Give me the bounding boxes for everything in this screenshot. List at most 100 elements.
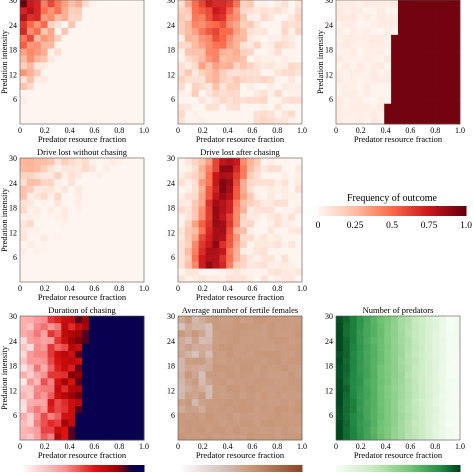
heatmap-cell [398,96,406,104]
heatmap-cell [54,213,62,221]
heatmap-cell [102,433,110,441]
heatmap-cell [233,220,241,228]
heatmap-cell [384,41,392,49]
heatmap-cell [274,405,282,413]
heatmap-cell [260,329,268,338]
heatmap-cell [398,419,406,427]
heatmap-cell [342,0,351,8]
heatmap-cell [191,364,200,372]
heatmap-cell [240,240,248,248]
heatmap-cell [439,0,447,8]
heatmap-cell [370,34,378,42]
colorbar-cell [108,465,112,472]
colorbar-cell [391,465,395,472]
heatmap-cell [411,96,420,104]
heatmap-cell [20,357,28,365]
heatmap-cell [233,89,241,97]
heatmap-cell [267,13,275,22]
heatmap-cell [240,41,248,49]
heatmap-cell [288,82,296,90]
heatmap-cell [26,96,35,104]
heatmap-cell [219,6,227,15]
y-tick-label: 24 [325,21,333,30]
heatmap-cell [240,378,248,386]
heatmap-cell [267,364,275,372]
heatmap-cell [219,55,227,63]
heatmap-cell [288,240,296,248]
axes-frame [177,315,303,441]
colorbar-cell [354,465,358,472]
heatmap-cell [33,164,42,173]
heatmap-cell [295,110,303,118]
heatmap-cell [205,419,213,427]
heatmap-cell [137,329,145,338]
heatmap-cell [288,41,296,49]
heatmap-cell [68,261,76,269]
colorbar-cell [98,465,102,472]
x-axis-label: Predator resource fraction [196,134,285,144]
heatmap-cell [370,110,378,118]
heatmap-cell [68,268,76,276]
heatmap-cell [205,247,213,255]
heatmap-cell [411,62,420,70]
heatmap-cell [356,68,364,77]
heatmap-cell [288,391,296,400]
heatmap-cell [253,75,262,84]
heatmap-cell [33,178,42,186]
legend-colorbar-cell [345,206,349,216]
heatmap-cell [116,343,124,351]
heatmap-cell [102,206,110,214]
heatmap-cell [88,89,97,97]
heatmap-cell [178,48,186,56]
heatmap-cell [95,336,104,344]
heatmap-cell [219,82,227,90]
heatmap-cell [75,117,83,125]
heatmap-cell [54,398,62,406]
heatmap-cell [109,75,117,84]
heatmap-cell [205,261,213,269]
heatmap-cell [61,34,69,42]
heatmap-cell [68,378,76,386]
x-tick-label: 0.4 [381,442,391,451]
y-tick-label: 30 [325,312,333,321]
heatmap-cell [226,34,234,42]
heatmap-cell [246,391,255,400]
heatmap-cell [95,371,104,379]
heatmap-cell [336,426,344,434]
heatmap-cell [295,41,303,49]
heatmap-cell [288,226,296,235]
heatmap-cell [219,103,227,111]
heatmap-cell [61,419,69,427]
heatmap-cell [47,206,55,214]
heatmap-cell [33,240,42,248]
heatmap-cell [267,350,275,358]
heatmap-cell [109,254,117,262]
colorbar-cell [53,465,56,472]
heatmap-cell [137,398,145,406]
heatmap-cell [260,185,268,193]
heatmap-cell [20,48,28,56]
heatmap-cell [47,268,55,276]
heatmap-cell [432,357,440,365]
x-tick-label: 0.8 [272,126,282,135]
heatmap-cell [384,68,392,77]
heatmap-cell [178,378,186,386]
heatmap-cell [123,247,131,255]
legend-colorbar-cell [427,206,430,216]
heatmap-cell [95,192,104,200]
heatmap-cell [178,240,186,248]
heatmap-cell [432,75,440,84]
heatmap-cell [47,419,55,427]
heatmap-cell [342,68,351,77]
heatmap-cell [191,247,200,255]
heatmap-cell [425,316,433,324]
x-tick-label: 0.4 [223,126,233,135]
heatmap-cell [47,103,55,111]
heatmap-cell [267,371,275,379]
heatmap-cell [68,158,76,166]
heatmap-cell [370,426,378,434]
heatmap-cell [446,364,454,372]
heatmap-cell [116,336,124,344]
y-tick-label: 30 [167,0,175,5]
